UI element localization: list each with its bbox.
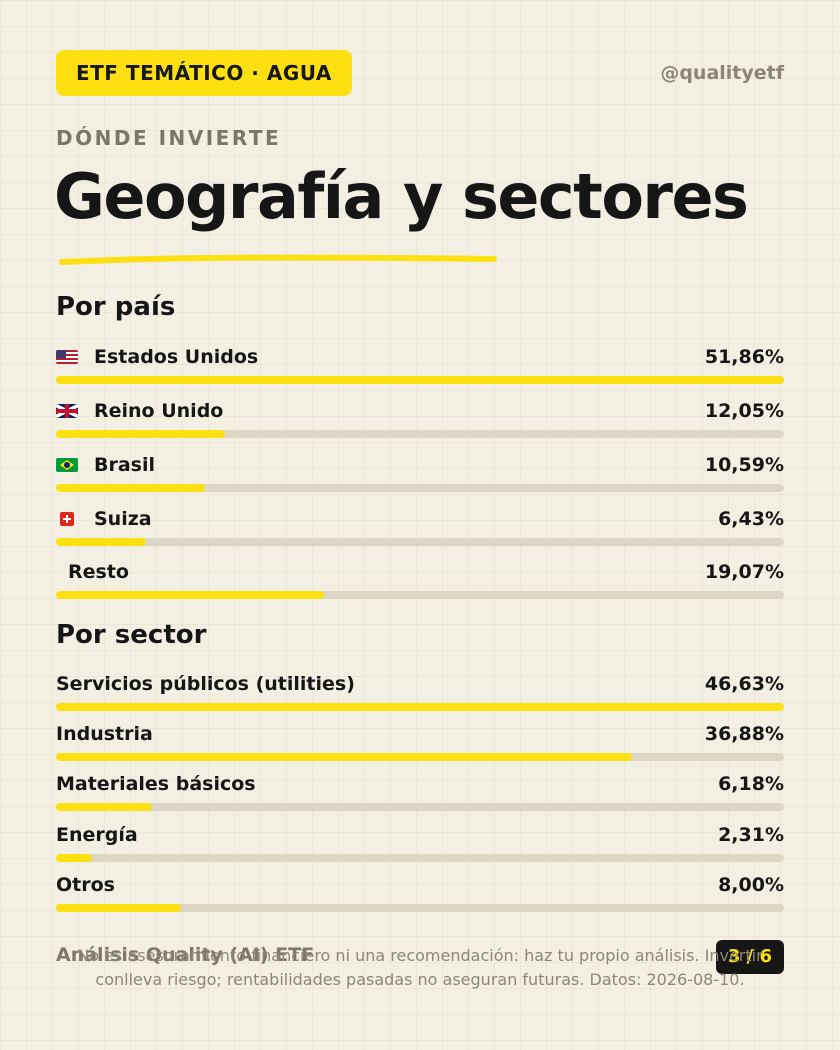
- bar-fill: [56, 854, 93, 862]
- sector-value: 36,88%: [704, 723, 784, 745]
- bar-fill: [56, 538, 147, 546]
- sector-row-industry: Industria 36,88%: [56, 721, 784, 761]
- country-label: Reino Unido: [94, 400, 224, 422]
- sector-value: 8,00%: [718, 874, 784, 896]
- bar-fill: [56, 430, 226, 438]
- page-title: Geografía y sectores: [54, 160, 749, 233]
- bar-track: [56, 703, 784, 711]
- sector-row-energy: Energía 2,31%: [56, 822, 784, 862]
- bar-fill: [56, 753, 632, 761]
- sector-row-others: Otros 8,00%: [56, 872, 784, 912]
- bar-track: [56, 753, 784, 761]
- bar-fill: [56, 803, 153, 811]
- bar-fill: [56, 484, 205, 492]
- us-flag-icon: [56, 350, 78, 364]
- bar-track: [56, 591, 784, 599]
- country-value: 6,43%: [718, 508, 784, 530]
- sector-label: Materiales básicos: [56, 773, 256, 795]
- bar-track: [56, 803, 784, 811]
- disclaimer-text: No es asesoramiento financiero ni una re…: [77, 946, 763, 989]
- swiss-flag-icon: [60, 512, 74, 526]
- country-value: 19,07%: [704, 561, 784, 583]
- topic-badge: ETF TEMÁTICO · AGUA: [56, 50, 352, 96]
- bar-fill: [56, 904, 181, 912]
- country-row-brazil: Brasil 10,59%: [56, 452, 784, 492]
- brazil-flag-icon: [56, 458, 78, 472]
- page-indicator: 3 / 6: [715, 940, 784, 974]
- country-row-rest: Resto 19,07%: [56, 559, 784, 599]
- country-value: 12,05%: [704, 400, 784, 422]
- title-underline: [59, 254, 497, 265]
- country-value: 10,59%: [704, 454, 784, 476]
- sector-label: Industria: [56, 723, 153, 745]
- bar-track: [56, 430, 784, 438]
- sector-label: Servicios públicos (utilities): [56, 673, 355, 695]
- country-row-usa: Estados Unidos 51,86%: [56, 344, 784, 384]
- uk-flag-icon: [56, 404, 78, 418]
- country-label: Resto: [68, 561, 129, 583]
- country-row-uk: Reino Unido 12,05%: [56, 398, 784, 438]
- bar-track: [56, 538, 784, 546]
- country-section-title: Por país: [56, 292, 176, 322]
- country-label: Estados Unidos: [94, 346, 259, 368]
- bar-fill: [56, 591, 324, 599]
- country-label: Suiza: [94, 508, 152, 530]
- sector-value: 6,18%: [718, 773, 784, 795]
- sector-label: Energía: [56, 824, 138, 846]
- kicker-label: DÓNDE INVIERTE: [56, 126, 282, 150]
- sector-value: 46,63%: [704, 673, 784, 695]
- bar-track: [56, 376, 784, 384]
- sector-row-materials: Materiales básicos 6,18%: [56, 771, 784, 811]
- country-row-switzerland: Suiza 6,43%: [56, 506, 784, 546]
- bar-track: [56, 854, 784, 862]
- country-value: 51,86%: [704, 346, 784, 368]
- sector-row-utilities: Servicios públicos (utilities) 46,63%: [56, 671, 784, 711]
- bar-track: [56, 904, 784, 912]
- bar-track: [56, 484, 784, 492]
- sector-value: 2,31%: [718, 824, 784, 846]
- bar-fill: [56, 703, 784, 711]
- sector-label: Otros: [56, 874, 115, 896]
- sector-section-title: Por sector: [56, 620, 207, 650]
- bar-fill: [56, 376, 784, 384]
- footer-brand: Análisis Quality (AI) ETF: [56, 944, 315, 966]
- author-handle: @qualityetf: [660, 62, 784, 84]
- country-label: Brasil: [94, 454, 156, 476]
